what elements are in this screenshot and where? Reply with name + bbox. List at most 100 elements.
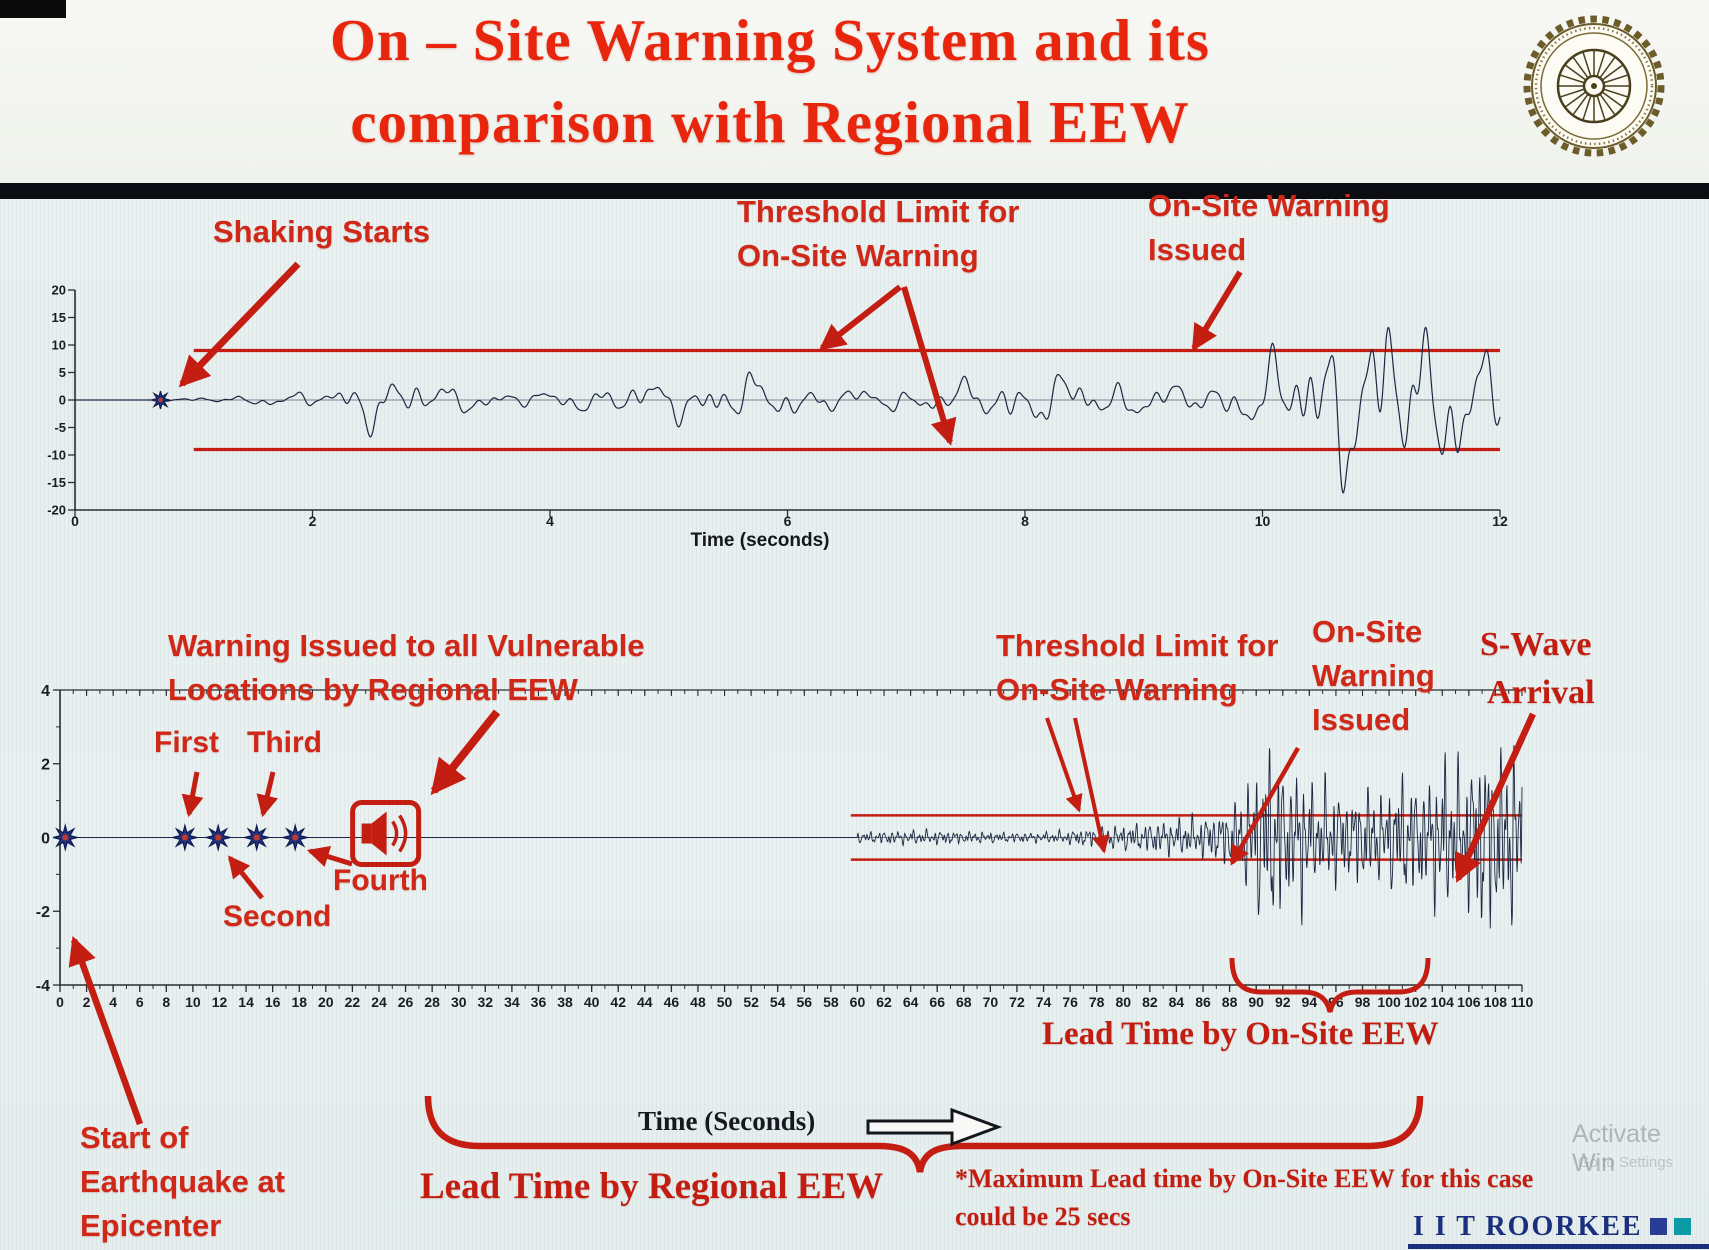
svg-text:110: 110 bbox=[1511, 994, 1534, 1010]
svg-text:102: 102 bbox=[1404, 994, 1428, 1010]
svg-text:88: 88 bbox=[1222, 994, 1238, 1010]
svg-text:56: 56 bbox=[797, 994, 813, 1010]
svg-text:16: 16 bbox=[265, 994, 281, 1010]
go-to-settings-watermark: Go to Settings bbox=[1578, 1154, 1674, 1171]
iit-roorkee-wordmark: I I T ROORKEE bbox=[1413, 1213, 1691, 1241]
brand-square-teal bbox=[1673, 1218, 1691, 1235]
svg-text:0: 0 bbox=[56, 994, 64, 1010]
svg-text:-20: -20 bbox=[47, 503, 66, 518]
threshold-bottom-arrow-2 bbox=[1073, 717, 1110, 854]
threshold-limit-bottom-label-line1: Threshold Limit for bbox=[996, 628, 1279, 663]
s-wave-label-line2: Arrival bbox=[1487, 674, 1595, 711]
svg-text:108: 108 bbox=[1484, 994, 1508, 1010]
svg-text:-5: -5 bbox=[54, 420, 66, 435]
threshold-bottom-arrow-1 bbox=[1045, 717, 1083, 813]
svg-text:14: 14 bbox=[238, 994, 254, 1010]
svg-text:-15: -15 bbox=[47, 475, 66, 490]
svg-text:76: 76 bbox=[1062, 994, 1078, 1010]
svg-text:60: 60 bbox=[850, 994, 866, 1010]
svg-text:26: 26 bbox=[398, 994, 414, 1010]
svg-text:92: 92 bbox=[1275, 994, 1291, 1010]
svg-text:32: 32 bbox=[478, 994, 494, 1010]
svg-text:68: 68 bbox=[956, 994, 972, 1010]
svg-text:62: 62 bbox=[876, 994, 892, 1010]
regional-warning-label-line2: Locations by Regional EEW bbox=[168, 672, 578, 707]
page-title-line1: On – Site Warning System and its bbox=[329, 7, 1210, 73]
epicenter-label-line1: Start of bbox=[80, 1120, 189, 1155]
svg-text:20: 20 bbox=[52, 283, 66, 298]
svg-text:30: 30 bbox=[451, 994, 467, 1010]
lead-time-regional-brace bbox=[424, 1095, 1424, 1173]
regional-warning-arrow bbox=[430, 709, 501, 796]
svg-text:50: 50 bbox=[717, 994, 733, 1010]
onsite-record-chart: 0 2 4 6 8 10 12 20 15 10 5 0 -5 -10 -15 -20 bbox=[47, 283, 1508, 529]
onsite-warning-top-label-line1: On-Site Warning bbox=[1148, 188, 1390, 223]
page-title-line2: comparison with Regional EEW bbox=[350, 89, 1190, 155]
first-detection-arrow bbox=[181, 771, 204, 818]
svg-text:8: 8 bbox=[1021, 513, 1029, 529]
epicenter-label-line2: Earthquake at bbox=[80, 1164, 286, 1199]
max-lead-note-line1: *Maximum Lead time by On-Site EEW for th… bbox=[955, 1164, 1534, 1193]
third-detection-arrow bbox=[256, 771, 279, 818]
onsite-accelerogram bbox=[75, 326, 1501, 494]
svg-text:80: 80 bbox=[1115, 994, 1131, 1010]
onsite-warning-bottom-label-line2: Warning bbox=[1312, 658, 1435, 693]
threshold-limit-top-label-line1: Threshold Limit for bbox=[737, 194, 1020, 229]
onsite-warning-top-arrow bbox=[1191, 270, 1243, 352]
svg-text:74: 74 bbox=[1036, 994, 1052, 1010]
svg-text:12: 12 bbox=[212, 994, 228, 1010]
svg-text:54: 54 bbox=[770, 994, 786, 1010]
threshold-top-arrow-left bbox=[818, 284, 902, 351]
svg-text:24: 24 bbox=[371, 994, 387, 1010]
slide-header: On – Site Warning System and its compari… bbox=[0, 0, 1709, 183]
svg-text:98: 98 bbox=[1355, 994, 1371, 1010]
epicenter-arrow bbox=[68, 935, 144, 1126]
svg-text:2: 2 bbox=[83, 994, 91, 1010]
second-detection-arrow bbox=[227, 855, 264, 900]
svg-text:84: 84 bbox=[1169, 994, 1185, 1010]
first-detection-label: First bbox=[154, 726, 220, 759]
svg-text:2: 2 bbox=[309, 513, 317, 529]
shaking-starts-arrow bbox=[178, 261, 301, 388]
onsite-warning-bottom-label-line3: Issued bbox=[1312, 702, 1411, 737]
regional-warning-label-line1: Warning Issued to all Vulnerable bbox=[168, 628, 645, 663]
bottom-xaxis-title: Time (Seconds) bbox=[638, 1106, 816, 1136]
svg-text:46: 46 bbox=[664, 994, 680, 1010]
svg-text:10: 10 bbox=[185, 994, 201, 1010]
shaking-starts-label: Shaking Starts bbox=[213, 214, 431, 249]
fourth-detection-arrow bbox=[306, 846, 353, 868]
threshold-limit-bottom-label-line2: On-Site Warning bbox=[996, 672, 1238, 707]
third-detection-label: Third bbox=[247, 726, 322, 759]
brand-underline bbox=[1408, 1244, 1709, 1249]
svg-text:70: 70 bbox=[983, 994, 999, 1010]
svg-text:4: 4 bbox=[546, 513, 554, 529]
svg-text:6: 6 bbox=[136, 994, 144, 1010]
top-xaxis-title: Time (seconds) bbox=[690, 530, 830, 551]
svg-text:-2: -2 bbox=[36, 904, 50, 921]
onsite-warning-bottom-label-line1: On-Site bbox=[1312, 614, 1423, 649]
svg-text:4: 4 bbox=[109, 994, 117, 1010]
photo-corner-artifact bbox=[0, 0, 66, 18]
brand-square-navy bbox=[1649, 1218, 1667, 1235]
svg-text:66: 66 bbox=[929, 994, 945, 1010]
svg-text:82: 82 bbox=[1142, 994, 1158, 1010]
header-divider bbox=[0, 183, 1709, 199]
svg-text:12: 12 bbox=[1492, 513, 1508, 529]
svg-text:0: 0 bbox=[41, 830, 50, 847]
threshold-limit-top-label-line2: On-Site Warning bbox=[737, 238, 979, 273]
svg-text:20: 20 bbox=[318, 994, 334, 1010]
svg-text:34: 34 bbox=[504, 994, 520, 1010]
svg-text:52: 52 bbox=[743, 994, 759, 1010]
lead-time-regional-label: Lead Time by Regional EEW bbox=[420, 1166, 884, 1207]
svg-text:86: 86 bbox=[1195, 994, 1211, 1010]
svg-text:40: 40 bbox=[584, 994, 600, 1010]
activate-windows-watermark: Activate Win bbox=[1572, 1120, 1661, 1177]
svg-text:78: 78 bbox=[1089, 994, 1105, 1010]
svg-text:10: 10 bbox=[52, 338, 66, 353]
svg-text:104: 104 bbox=[1431, 994, 1455, 1010]
iit-roorkee-seal-icon bbox=[1523, 15, 1665, 157]
svg-text:8: 8 bbox=[162, 994, 170, 1010]
second-detection-label: Second bbox=[223, 900, 332, 933]
